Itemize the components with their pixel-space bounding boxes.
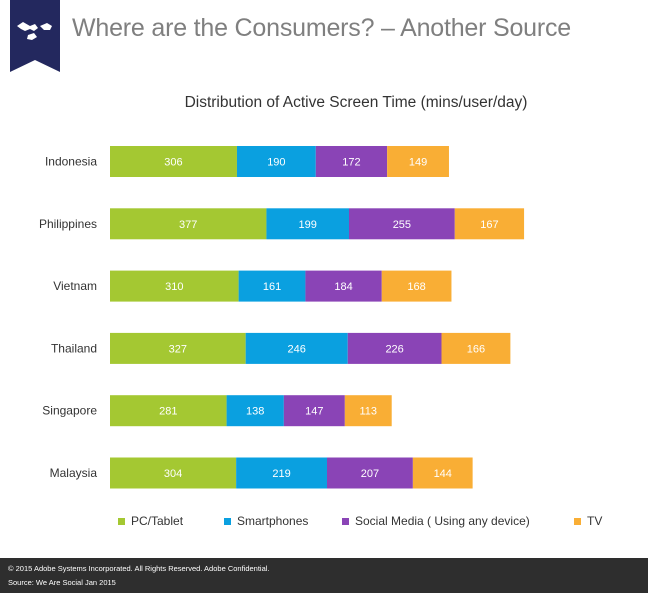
bar-thailand-pc-tablet	[110, 332, 246, 364]
category-label-malaysia: Malaysia	[50, 466, 98, 480]
category-label-vietnam: Vietnam	[53, 279, 97, 293]
data-label-indonesia-social-media-using-any-device: 172	[342, 157, 360, 169]
bar-indonesia-social-media-using-any-device	[315, 146, 388, 177]
data-label-philippines-social-media-using-any-device: 255	[393, 219, 411, 231]
bar-thailand-smartphones	[245, 332, 348, 364]
bar-malaysia-social-media-using-any-device	[326, 457, 413, 489]
bar-malaysia-smartphones	[236, 457, 327, 489]
category-label-singapore: Singapore	[42, 404, 97, 418]
data-label-thailand-social-media-using-any-device: 226	[385, 343, 403, 355]
data-label-philippines-smartphones: 199	[299, 219, 317, 231]
data-label-malaysia-social-media-using-any-device: 207	[361, 468, 379, 480]
bar-thailand-social-media-using-any-device	[347, 332, 442, 364]
badge-shape	[10, 0, 60, 72]
bar-singapore-smartphones	[226, 395, 284, 427]
legend-item-tv: TV	[574, 514, 602, 528]
data-label-thailand-smartphones: 246	[288, 343, 306, 355]
data-label-vietnam-social-media-using-any-device: 184	[334, 281, 352, 293]
data-label-indonesia-pc-tablet: 306	[164, 157, 182, 169]
data-label-thailand-pc-tablet: 327	[169, 343, 187, 355]
adobe-badge-logo	[10, 0, 60, 78]
data-label-philippines-pc-tablet: 377	[179, 219, 197, 231]
legend-label-social-media: Social Media ( Using any device)	[355, 514, 530, 528]
southeast-asia-map-icon	[17, 22, 52, 40]
legend-label-tv: TV	[587, 514, 603, 528]
legend-swatch-smartphones	[224, 517, 231, 525]
data-label-singapore-smartphones: 138	[246, 406, 264, 418]
bar-philippines-smartphones	[266, 208, 349, 240]
bar-thailand-tv	[441, 332, 511, 364]
category-label-indonesia: Indonesia	[45, 155, 97, 169]
legend-label-smartphones: Smartphones	[237, 514, 309, 528]
slide-title: Where are the Consumers? – Another Sourc…	[72, 14, 572, 42]
legend-label-pc-tablet: PC/Tablet	[131, 514, 184, 528]
bar-vietnam-pc-tablet	[110, 270, 239, 302]
bar-philippines-pc-tablet	[110, 208, 267, 240]
data-label-singapore-social-media-using-any-device: 147	[305, 406, 323, 418]
footer-copyright: © 2015 Adobe Systems Incorporated. All R…	[8, 564, 270, 573]
bar-indonesia-pc-tablet	[110, 146, 237, 177]
legend-swatch-social-media	[342, 517, 349, 525]
data-label-thailand-tv: 166	[467, 343, 485, 355]
data-label-malaysia-pc-tablet: 304	[164, 468, 182, 480]
data-label-malaysia-tv: 144	[434, 468, 452, 480]
data-label-singapore-tv: 113	[360, 406, 378, 418]
bar-singapore-tv	[344, 395, 392, 427]
data-label-indonesia-tv: 149	[409, 157, 427, 169]
footer-bar: © 2015 Adobe Systems Incorporated. All R…	[0, 558, 648, 593]
bar-vietnam-smartphones	[238, 270, 306, 302]
legend-item-pc-tablet: PC/Tablet	[118, 514, 224, 528]
footer-source: Source: We Are Social Jan 2015	[8, 578, 116, 587]
legend-item-social-media: Social Media ( Using any device)	[342, 514, 574, 528]
data-label-vietnam-pc-tablet: 310	[165, 281, 183, 293]
bar-philippines-tv	[454, 208, 525, 240]
bar-singapore-social-media-using-any-device	[283, 395, 345, 427]
category-label-philippines: Philippines	[39, 217, 97, 231]
data-label-singapore-pc-tablet: 281	[159, 406, 177, 418]
data-label-philippines-tv: 167	[480, 219, 498, 231]
data-label-indonesia-smartphones: 190	[267, 157, 285, 169]
legend-swatch-pc-tablet	[118, 517, 125, 525]
category-label-thailand: Thailand	[51, 341, 97, 355]
bar-singapore-pc-tablet	[110, 395, 227, 427]
legend-swatch-tv	[574, 517, 581, 525]
data-label-vietnam-tv: 168	[407, 281, 425, 293]
bar-vietnam-tv	[381, 270, 452, 302]
legend-item-smartphones: Smartphones	[224, 514, 342, 528]
bar-malaysia-tv	[412, 457, 473, 489]
bar-philippines-social-media-using-any-device	[348, 208, 455, 240]
chart-legend: PC/Tablet Smartphones Social Media ( Usi…	[118, 513, 602, 529]
data-label-malaysia-smartphones: 219	[272, 468, 290, 480]
bar-vietnam-social-media-using-any-device	[305, 270, 382, 302]
data-label-vietnam-smartphones: 161	[263, 281, 281, 293]
bar-malaysia-pc-tablet	[110, 457, 237, 489]
bar-indonesia-smartphones	[236, 146, 316, 177]
bar-indonesia-tv	[387, 146, 449, 177]
chart-title: Distribution of Active Screen Time (mins…	[184, 94, 528, 111]
